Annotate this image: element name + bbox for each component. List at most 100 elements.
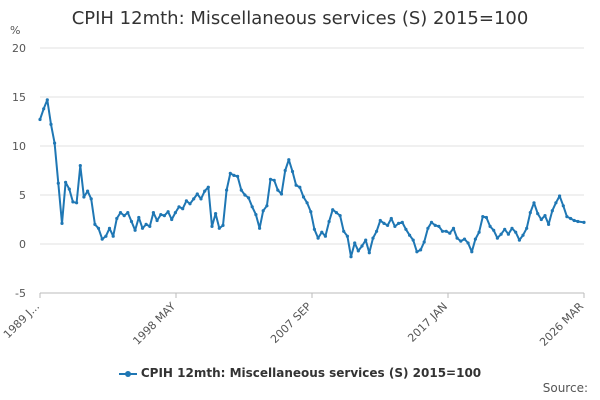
data-point (393, 224, 397, 228)
data-point (236, 174, 240, 178)
data-point (221, 223, 225, 227)
data-point (217, 226, 221, 230)
data-point (582, 220, 586, 224)
data-point (473, 237, 477, 241)
data-point (331, 208, 335, 212)
data-point (148, 224, 152, 228)
data-point (547, 222, 551, 226)
data-point (283, 168, 287, 173)
data-point (514, 230, 518, 234)
chart-title: CPIH 12mth: Miscellaneous services (S) 2… (71, 8, 529, 29)
data-point (159, 213, 163, 217)
data-point (181, 207, 185, 211)
data-point (151, 211, 155, 215)
data-point (320, 230, 324, 234)
data-point (517, 238, 522, 242)
data-point (71, 200, 75, 204)
data-point (104, 234, 108, 238)
data-point (408, 233, 412, 237)
data-point (561, 204, 565, 208)
data-point (107, 226, 112, 230)
data-point (349, 255, 353, 259)
data-point (89, 197, 93, 201)
data-point (389, 216, 393, 221)
data-point (477, 230, 481, 234)
data-point (495, 236, 499, 240)
data-point (448, 231, 452, 235)
data-point (345, 234, 349, 238)
y-tick-label: 10 (12, 140, 26, 153)
y-tick-label: 15 (12, 91, 26, 104)
legend[interactable]: CPIH 12mth: Miscellaneous services (S) 2… (0, 366, 600, 380)
y-axis-unit-label: % (10, 24, 21, 37)
data-point (309, 210, 313, 214)
data-point (510, 226, 514, 230)
data-point (433, 223, 437, 227)
data-point (155, 218, 159, 223)
data-point (327, 219, 331, 224)
data-point (360, 244, 364, 248)
data-point (67, 187, 71, 191)
data-point (499, 232, 503, 236)
data-point (140, 226, 145, 230)
data-point (298, 185, 302, 189)
y-tick-label: 0 (19, 238, 26, 251)
data-point (265, 204, 269, 208)
data-point (279, 192, 284, 196)
data-point (290, 169, 295, 174)
data-point (111, 234, 115, 238)
data-point (400, 220, 404, 224)
data-point (301, 195, 306, 199)
data-point (100, 237, 104, 241)
data-point (455, 236, 459, 240)
data-point (440, 229, 445, 233)
data-point (188, 202, 192, 206)
data-point (64, 180, 68, 184)
data-point (404, 227, 408, 231)
data-point (353, 241, 357, 245)
data-point (287, 158, 291, 162)
data-point (576, 219, 580, 224)
data-point (214, 212, 218, 216)
data-point (312, 227, 316, 231)
data-point (258, 226, 262, 230)
data-point (162, 214, 166, 218)
data-point (199, 197, 203, 201)
data-point (126, 211, 130, 215)
data-point (144, 222, 148, 226)
data-point (386, 223, 390, 227)
data-point (521, 233, 525, 237)
data-point (203, 189, 207, 193)
y-tick-label: -5 (15, 287, 26, 300)
data-point (484, 215, 488, 220)
data-point (254, 213, 258, 217)
data-point (437, 224, 441, 228)
data-point (539, 217, 543, 222)
data-point (195, 192, 199, 196)
y-tick-label: 20 (12, 42, 26, 55)
data-point (367, 251, 371, 255)
data-point (192, 197, 196, 201)
data-point (86, 189, 90, 193)
x-tick-label: 2026 MAR (537, 300, 586, 349)
data-point (528, 211, 532, 215)
data-point (96, 226, 101, 230)
data-point (422, 240, 426, 244)
data-point (305, 201, 309, 205)
data-point (129, 219, 134, 224)
data-point (338, 214, 342, 218)
data-point (294, 183, 298, 187)
data-point (210, 224, 214, 228)
data-point (466, 241, 470, 245)
x-tick-label: 2007 SEP (268, 300, 314, 346)
data-point (444, 229, 448, 233)
data-point (503, 227, 507, 231)
data-point (451, 226, 456, 230)
data-point (565, 215, 569, 219)
data-point (228, 171, 232, 175)
data-point (506, 232, 510, 236)
data-point (536, 212, 540, 216)
data-point (356, 249, 360, 253)
x-tick-label: 1998 MAY (130, 300, 178, 348)
data-point (137, 215, 141, 220)
